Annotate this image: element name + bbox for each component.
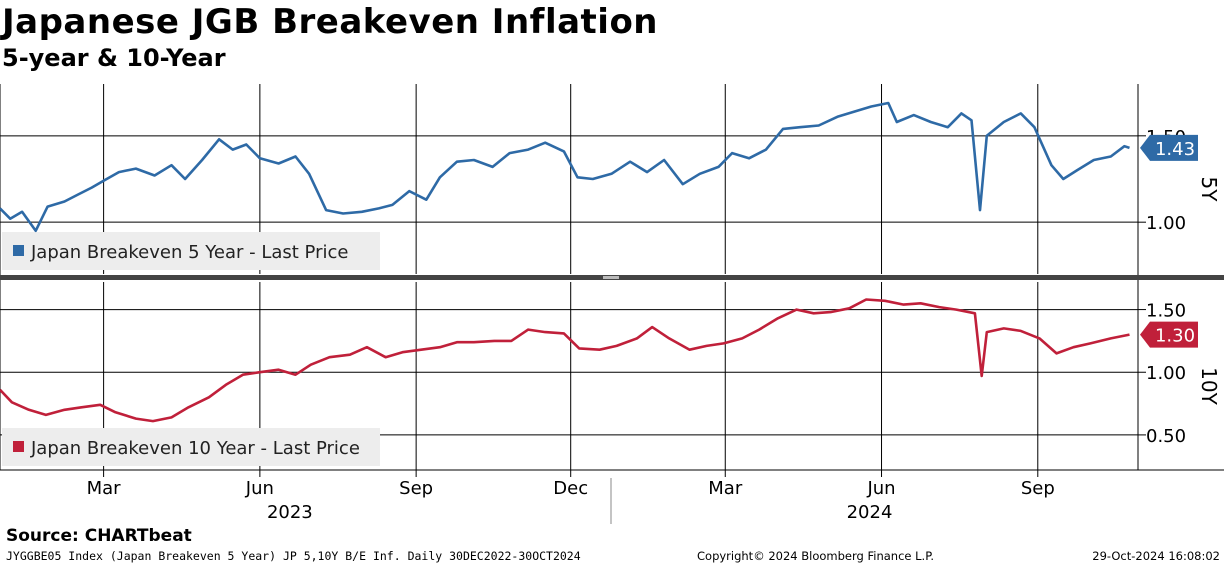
last-price-badge [1140,134,1198,161]
footer-index-description: JYGGBE05 Index (Japan Breakeven 5 Year) … [6,549,581,563]
footer-timestamp: 29-Oct-2024 16:08:02 [1092,549,1220,563]
last-price-label: 1.30 [1155,326,1195,347]
legend-swatch [13,245,24,256]
series-line [0,101,1130,233]
legend-label: Japan Breakeven 10 Year - Last Price [30,438,360,459]
source-note: Source: CHARTbeat [6,526,192,546]
y-axis-title: 5Y [1197,177,1221,203]
x-tick-label: Sep [399,478,433,499]
footer-copyright: Copyright© 2024 Bloomberg Finance L.P. [697,549,934,563]
legend-box [2,232,380,270]
y-axis-title: 10Y [1197,367,1221,405]
x-year-label: 2024 [847,502,893,523]
x-tick-label: Dec [553,478,588,499]
chart-subtitle: 5-year & 10-Year [2,44,226,72]
x-tick-label: Mar [87,478,122,499]
x-tick-label: Mar [708,478,743,499]
y-tick-label: 0.50 [1146,426,1186,447]
x-tick-label: Jun [866,478,895,499]
y-tick-label: 1.00 [1146,213,1186,234]
last-price-label: 1.43 [1155,139,1195,160]
chart-title: Japanese JGB Breakeven Inflation [2,2,659,42]
last-price-badge [1140,321,1198,348]
y-tick-label: 1.00 [1146,363,1186,384]
y-tick-label: 1.50 [1146,301,1186,322]
series-line [0,298,1130,423]
legend-label: Japan Breakeven 5 Year - Last Price [30,242,348,263]
legend-swatch [13,441,24,452]
x-tick-label: Sep [1021,478,1055,499]
x-tick-label: Jun [245,478,274,499]
legend-box [2,428,380,466]
panel-divider-grip [603,276,619,279]
x-year-label: 2023 [267,502,313,523]
